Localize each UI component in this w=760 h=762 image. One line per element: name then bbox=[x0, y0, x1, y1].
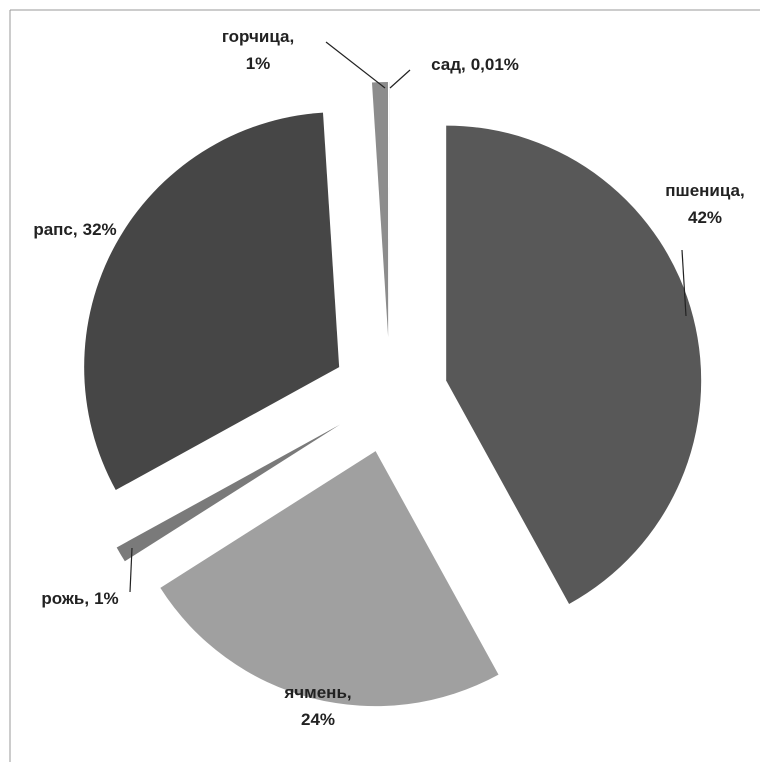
category-label: ячмень, bbox=[283, 683, 351, 702]
data-label: рапс, 32% bbox=[33, 220, 116, 239]
value-label: 0,01% bbox=[471, 55, 519, 74]
leader-line bbox=[129, 547, 133, 593]
pie-slice bbox=[84, 112, 340, 491]
data-label: сад, 0,01% bbox=[431, 55, 519, 74]
category-label: пшеница, bbox=[665, 181, 744, 200]
category-label: рожь, bbox=[41, 589, 89, 608]
value-label: 1% bbox=[246, 54, 271, 73]
pie-slice bbox=[116, 424, 341, 562]
data-label: горчица, 1% bbox=[222, 27, 294, 73]
category-label: горчица, bbox=[222, 27, 294, 46]
pie-slice bbox=[446, 125, 702, 604]
data-label: ячмень, 24% bbox=[283, 683, 351, 729]
leader-line bbox=[681, 249, 687, 317]
leader-line bbox=[325, 41, 386, 89]
category-label: рапс, bbox=[33, 220, 77, 239]
leader-line bbox=[389, 69, 411, 89]
pie-slice bbox=[160, 451, 499, 707]
value-label: 24% bbox=[301, 710, 335, 729]
value-label: 1% bbox=[94, 589, 119, 608]
category-label: сад, bbox=[431, 55, 466, 74]
data-label: рожь, 1% bbox=[41, 589, 118, 608]
pie-slice bbox=[371, 82, 389, 338]
value-label: 32% bbox=[83, 220, 117, 239]
value-label: 42% bbox=[688, 208, 722, 227]
data-label: пшеница, 42% bbox=[665, 181, 744, 227]
